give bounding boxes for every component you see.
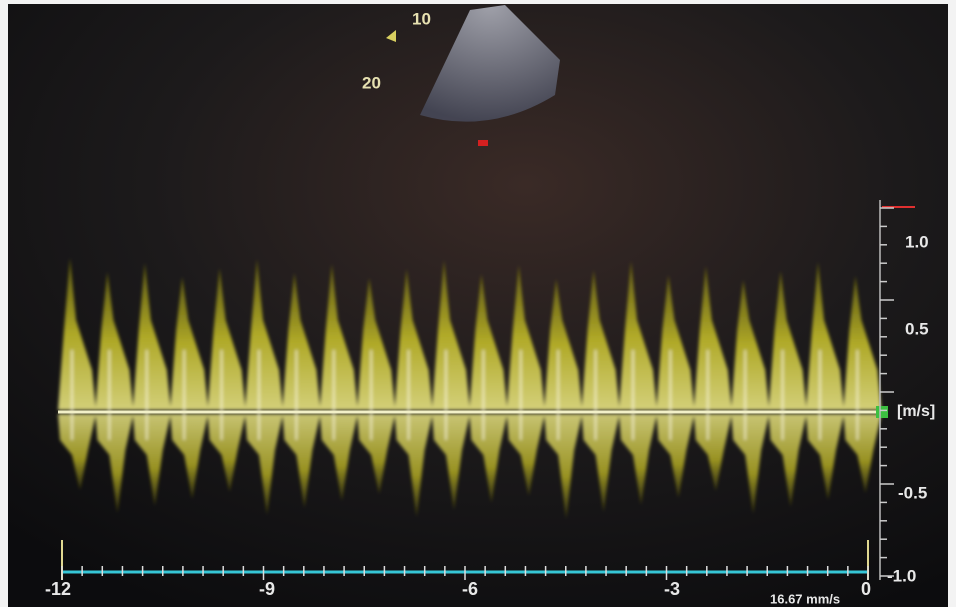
baseline-handle <box>876 406 888 418</box>
time-label: -3 <box>664 579 680 599</box>
sweep-speed: 16.67 mm/s <box>770 591 840 606</box>
velocity-label: 0.5 <box>905 319 929 338</box>
velocity-unit: [m/s] <box>897 403 935 420</box>
velocity-label: -0.5 <box>898 483 927 502</box>
depth-label: 20 <box>362 73 381 92</box>
ultrasound-photo: 10 20 1.0 0.5 [m/s] -0.5 -1.0 -12 -9 -6 … <box>0 0 956 607</box>
time-label: -6 <box>462 579 478 599</box>
time-label: -9 <box>259 579 275 599</box>
velocity-label: 1.0 <box>905 232 929 251</box>
time-label: -12 <box>45 579 71 599</box>
page: 10 20 1.0 0.5 [m/s] -0.5 -1.0 -12 -9 -6 … <box>0 0 956 607</box>
time-label: 0 <box>861 579 871 599</box>
color-marker <box>478 140 488 146</box>
depth-label: 10 <box>412 9 431 28</box>
